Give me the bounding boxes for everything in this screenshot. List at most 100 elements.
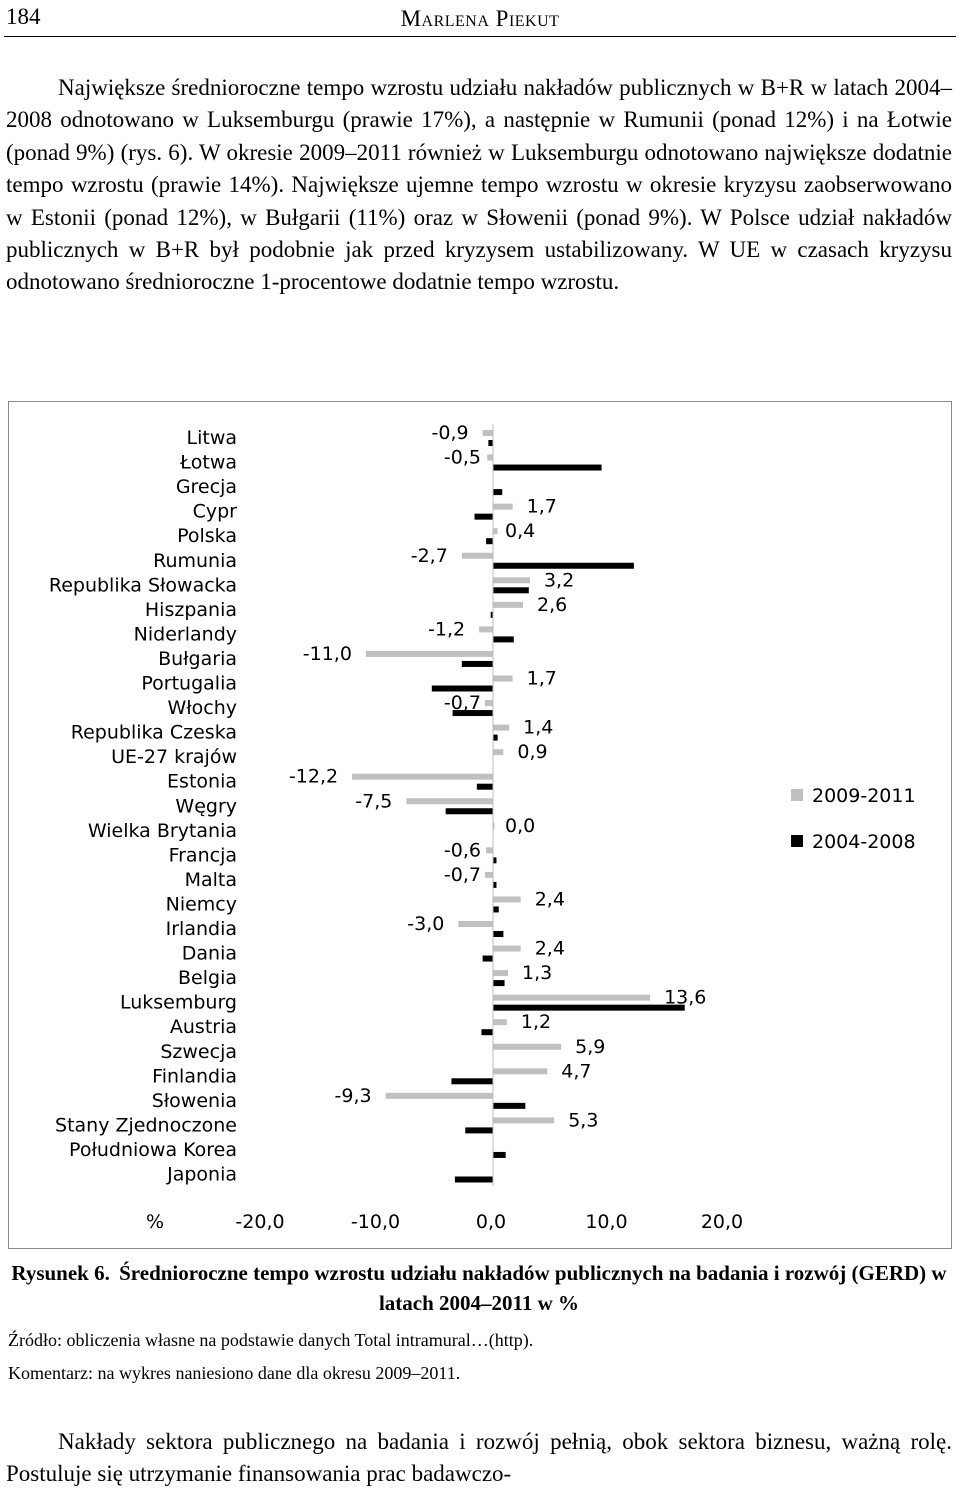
bar-2004-2008: [493, 1102, 526, 1109]
bar-2009-2011: [484, 700, 493, 707]
data-label: -7,5: [355, 790, 392, 812]
legend-label-2004-2008: 2004-2008: [812, 831, 916, 853]
bar-2004-2008: [493, 1151, 506, 1158]
bar-2004-2008: [493, 1004, 685, 1011]
bar-2009-2011: [479, 626, 493, 633]
category-label: Litwa: [187, 427, 238, 449]
bar-2009-2011: [493, 724, 510, 731]
bar-2004-2008: [493, 587, 529, 594]
body-paragraph-1: Największe średnioroczne tempo wzrostu u…: [6, 75, 952, 295]
bar-2004-2008: [493, 464, 602, 471]
source-note: Źródło: obliczenia własne na podstawie d…: [8, 1330, 534, 1350]
category-label: UE-27 krajów: [111, 746, 237, 768]
category-label: Węgry: [175, 795, 237, 817]
bar-2009-2011: [365, 650, 493, 657]
bar-2004-2008: [445, 808, 493, 815]
bar-2004-2008: [481, 1029, 493, 1036]
bar-2009-2011: [493, 945, 521, 952]
category-label: Polska: [177, 525, 237, 547]
data-label: -0,9: [432, 422, 469, 444]
bar-2004-2008: [493, 562, 634, 569]
bar-2009-2011: [493, 1043, 562, 1050]
data-label: 2,4: [535, 888, 565, 910]
running-head: Marlena Piekut: [400, 6, 560, 31]
x-axis-unit: %: [146, 1211, 164, 1233]
data-label: -2,7: [411, 545, 448, 567]
bar-2004-2008: [431, 685, 493, 692]
data-label: 1,7: [527, 668, 557, 690]
category-label: Republika Słowacka: [49, 574, 237, 596]
category-label: Południowa Korea: [69, 1139, 237, 1161]
bar-2004-2008: [452, 710, 493, 717]
bar-2004-2008: [493, 489, 503, 496]
x-tick-label: 10,0: [585, 1211, 627, 1233]
data-label: 2,6: [537, 594, 567, 616]
bar-2009-2011: [493, 1068, 548, 1075]
data-label: -9,3: [335, 1085, 372, 1107]
bar-2009-2011: [493, 601, 524, 608]
bar-2009-2011: [493, 1117, 555, 1124]
data-label: -0,5: [444, 447, 481, 469]
bar-2004-2008: [465, 1127, 493, 1134]
data-label: 0,4: [505, 520, 535, 542]
legend-label-2009-2011: 2009-2011: [812, 785, 916, 807]
category-label: Luksemburg: [120, 992, 237, 1014]
bar-2004-2008: [476, 783, 493, 790]
category-label: Dania: [182, 943, 237, 965]
bar-2009-2011: [493, 896, 521, 903]
category-label: Japonia: [166, 1164, 237, 1186]
caption-text: Średnioroczne tempo wzrostu udziału nakł…: [119, 1261, 947, 1315]
bar-2004-2008: [493, 931, 504, 937]
bar-2009-2011: [486, 847, 493, 854]
caption-label: Rysunek 6.: [11, 1261, 110, 1285]
data-label: 1,2: [521, 1011, 551, 1033]
data-label: -12,2: [289, 766, 338, 788]
page-number: 184: [6, 4, 41, 29]
bar-2009-2011: [493, 675, 513, 682]
category-label: Słowenia: [152, 1090, 237, 1112]
figure-caption: Rysunek 6. Średnioroczne tempo wzrostu u…: [6, 1258, 952, 1318]
bar-2004-2008: [493, 906, 499, 913]
category-label: Francja: [169, 844, 237, 866]
x-tick-label: -20,0: [235, 1211, 284, 1233]
category-label: Portugalia: [141, 673, 237, 695]
category-label: Republika Czeska: [71, 722, 237, 744]
bar-2009-2011: [461, 552, 493, 559]
data-label: 1,3: [522, 962, 552, 984]
bar-2004-2008: [474, 513, 493, 520]
category-label: Niderlandy: [134, 623, 237, 645]
category-label: Łotwa: [179, 452, 237, 474]
legend-swatch-2009-2011: [791, 789, 803, 801]
data-label: 0,9: [517, 741, 547, 763]
bar-2004-2008: [493, 980, 505, 987]
legend-swatch-2004-2008: [791, 835, 803, 847]
data-label: 2,4: [535, 938, 565, 960]
data-label: 13,6: [664, 987, 706, 1009]
category-label: Belgia: [178, 967, 237, 989]
category-label: Finlandia: [152, 1065, 237, 1087]
bar-chart: LitwaŁotwaGrecjaCyprPolskaRumuniaRepubli…: [49, 422, 916, 1233]
page-header: 184 Marlena Piekut: [0, 0, 960, 37]
category-label: Cypr: [193, 501, 238, 523]
data-label: -0,7: [444, 864, 481, 886]
category-label: Hiszpania: [145, 599, 237, 621]
data-label: -1,2: [428, 618, 465, 640]
category-label: Grecja: [176, 476, 237, 498]
data-label: 1,7: [527, 496, 557, 518]
category-label: Niemcy: [166, 893, 237, 915]
bar-2009-2011: [493, 577, 530, 584]
category-label: Stany Zjednoczone: [55, 1114, 237, 1136]
category-label: Włochy: [167, 697, 237, 719]
data-label: -3,0: [407, 913, 444, 935]
bar-2009-2011: [458, 921, 493, 927]
category-label: Bułgaria: [158, 648, 237, 670]
bar-2009-2011: [487, 454, 493, 461]
category-label: Estonia: [167, 771, 237, 793]
data-label: -0,7: [444, 692, 481, 714]
bar-2004-2008: [493, 881, 497, 888]
bar-2009-2011: [493, 994, 651, 1001]
data-label: -0,6: [444, 839, 481, 861]
bar-2009-2011: [493, 1019, 507, 1026]
data-label: 5,3: [568, 1109, 598, 1131]
bar-2009-2011: [493, 822, 495, 829]
